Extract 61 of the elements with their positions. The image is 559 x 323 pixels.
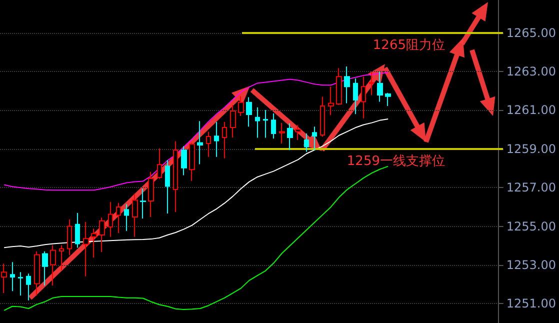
candlestick <box>214 121 219 158</box>
candlestick <box>279 122 285 144</box>
line-series <box>4 166 389 311</box>
candlestick <box>377 71 383 102</box>
candlestick <box>336 68 342 106</box>
candlestick <box>50 244 56 286</box>
candlestick <box>304 132 309 152</box>
candlestick <box>385 92 391 106</box>
ref-line-label: 1265阻力位 <box>372 38 445 53</box>
y-tick-label: 1253.00 <box>506 258 556 272</box>
candlestick <box>99 217 105 253</box>
candlestick <box>312 126 317 151</box>
candlestick <box>222 121 227 159</box>
candlestick <box>369 71 374 96</box>
y-tick-label: 1263.00 <box>506 64 556 79</box>
candlestick <box>34 250 40 296</box>
candlestick <box>165 160 170 214</box>
candlestick <box>189 142 195 182</box>
candlestick <box>206 131 211 158</box>
candlestick <box>18 272 23 296</box>
candlestick <box>320 96 325 138</box>
candlestick <box>1 263 7 294</box>
candlestick <box>353 78 358 115</box>
candlestick <box>67 219 72 256</box>
candlestick <box>124 204 129 232</box>
y-tick-label: 1261.00 <box>506 103 556 118</box>
candlestick <box>83 222 89 277</box>
candlestick <box>287 122 293 151</box>
line-series <box>4 72 389 191</box>
y-tick-label: 1265.00 <box>506 26 556 40</box>
candlestick <box>132 193 138 238</box>
y-tick-label: 1251.00 <box>506 296 556 311</box>
candlestick <box>108 201 113 238</box>
candlestick <box>263 110 268 138</box>
candlestick <box>59 244 64 271</box>
ref-line-label: 1259一线支撑位 <box>346 154 445 169</box>
candlestick <box>75 212 80 248</box>
line-series <box>4 118 389 248</box>
candlestick <box>10 262 15 292</box>
candlestick <box>344 66 350 104</box>
candlestick <box>91 228 97 258</box>
y-tick-label: 1259.00 <box>506 142 556 156</box>
candlestick <box>173 140 178 212</box>
y-tick-label: 1257.00 <box>506 180 556 195</box>
candlestick <box>246 96 252 128</box>
candlestick <box>361 76 366 119</box>
candlestick <box>271 112 276 139</box>
candlestick <box>116 202 121 234</box>
candlestick <box>255 106 260 138</box>
y-tick-label: 1255.00 <box>506 219 556 234</box>
candlestick <box>42 250 48 286</box>
candlestick <box>140 188 146 220</box>
candlestick <box>148 171 154 218</box>
candlestick <box>238 96 244 117</box>
candlestick <box>230 104 236 138</box>
candlestick <box>197 120 203 165</box>
candlestick <box>157 148 162 180</box>
candlestick <box>295 124 301 141</box>
candlestick <box>181 146 187 176</box>
candlestick <box>26 273 31 301</box>
candlestick <box>328 86 334 116</box>
